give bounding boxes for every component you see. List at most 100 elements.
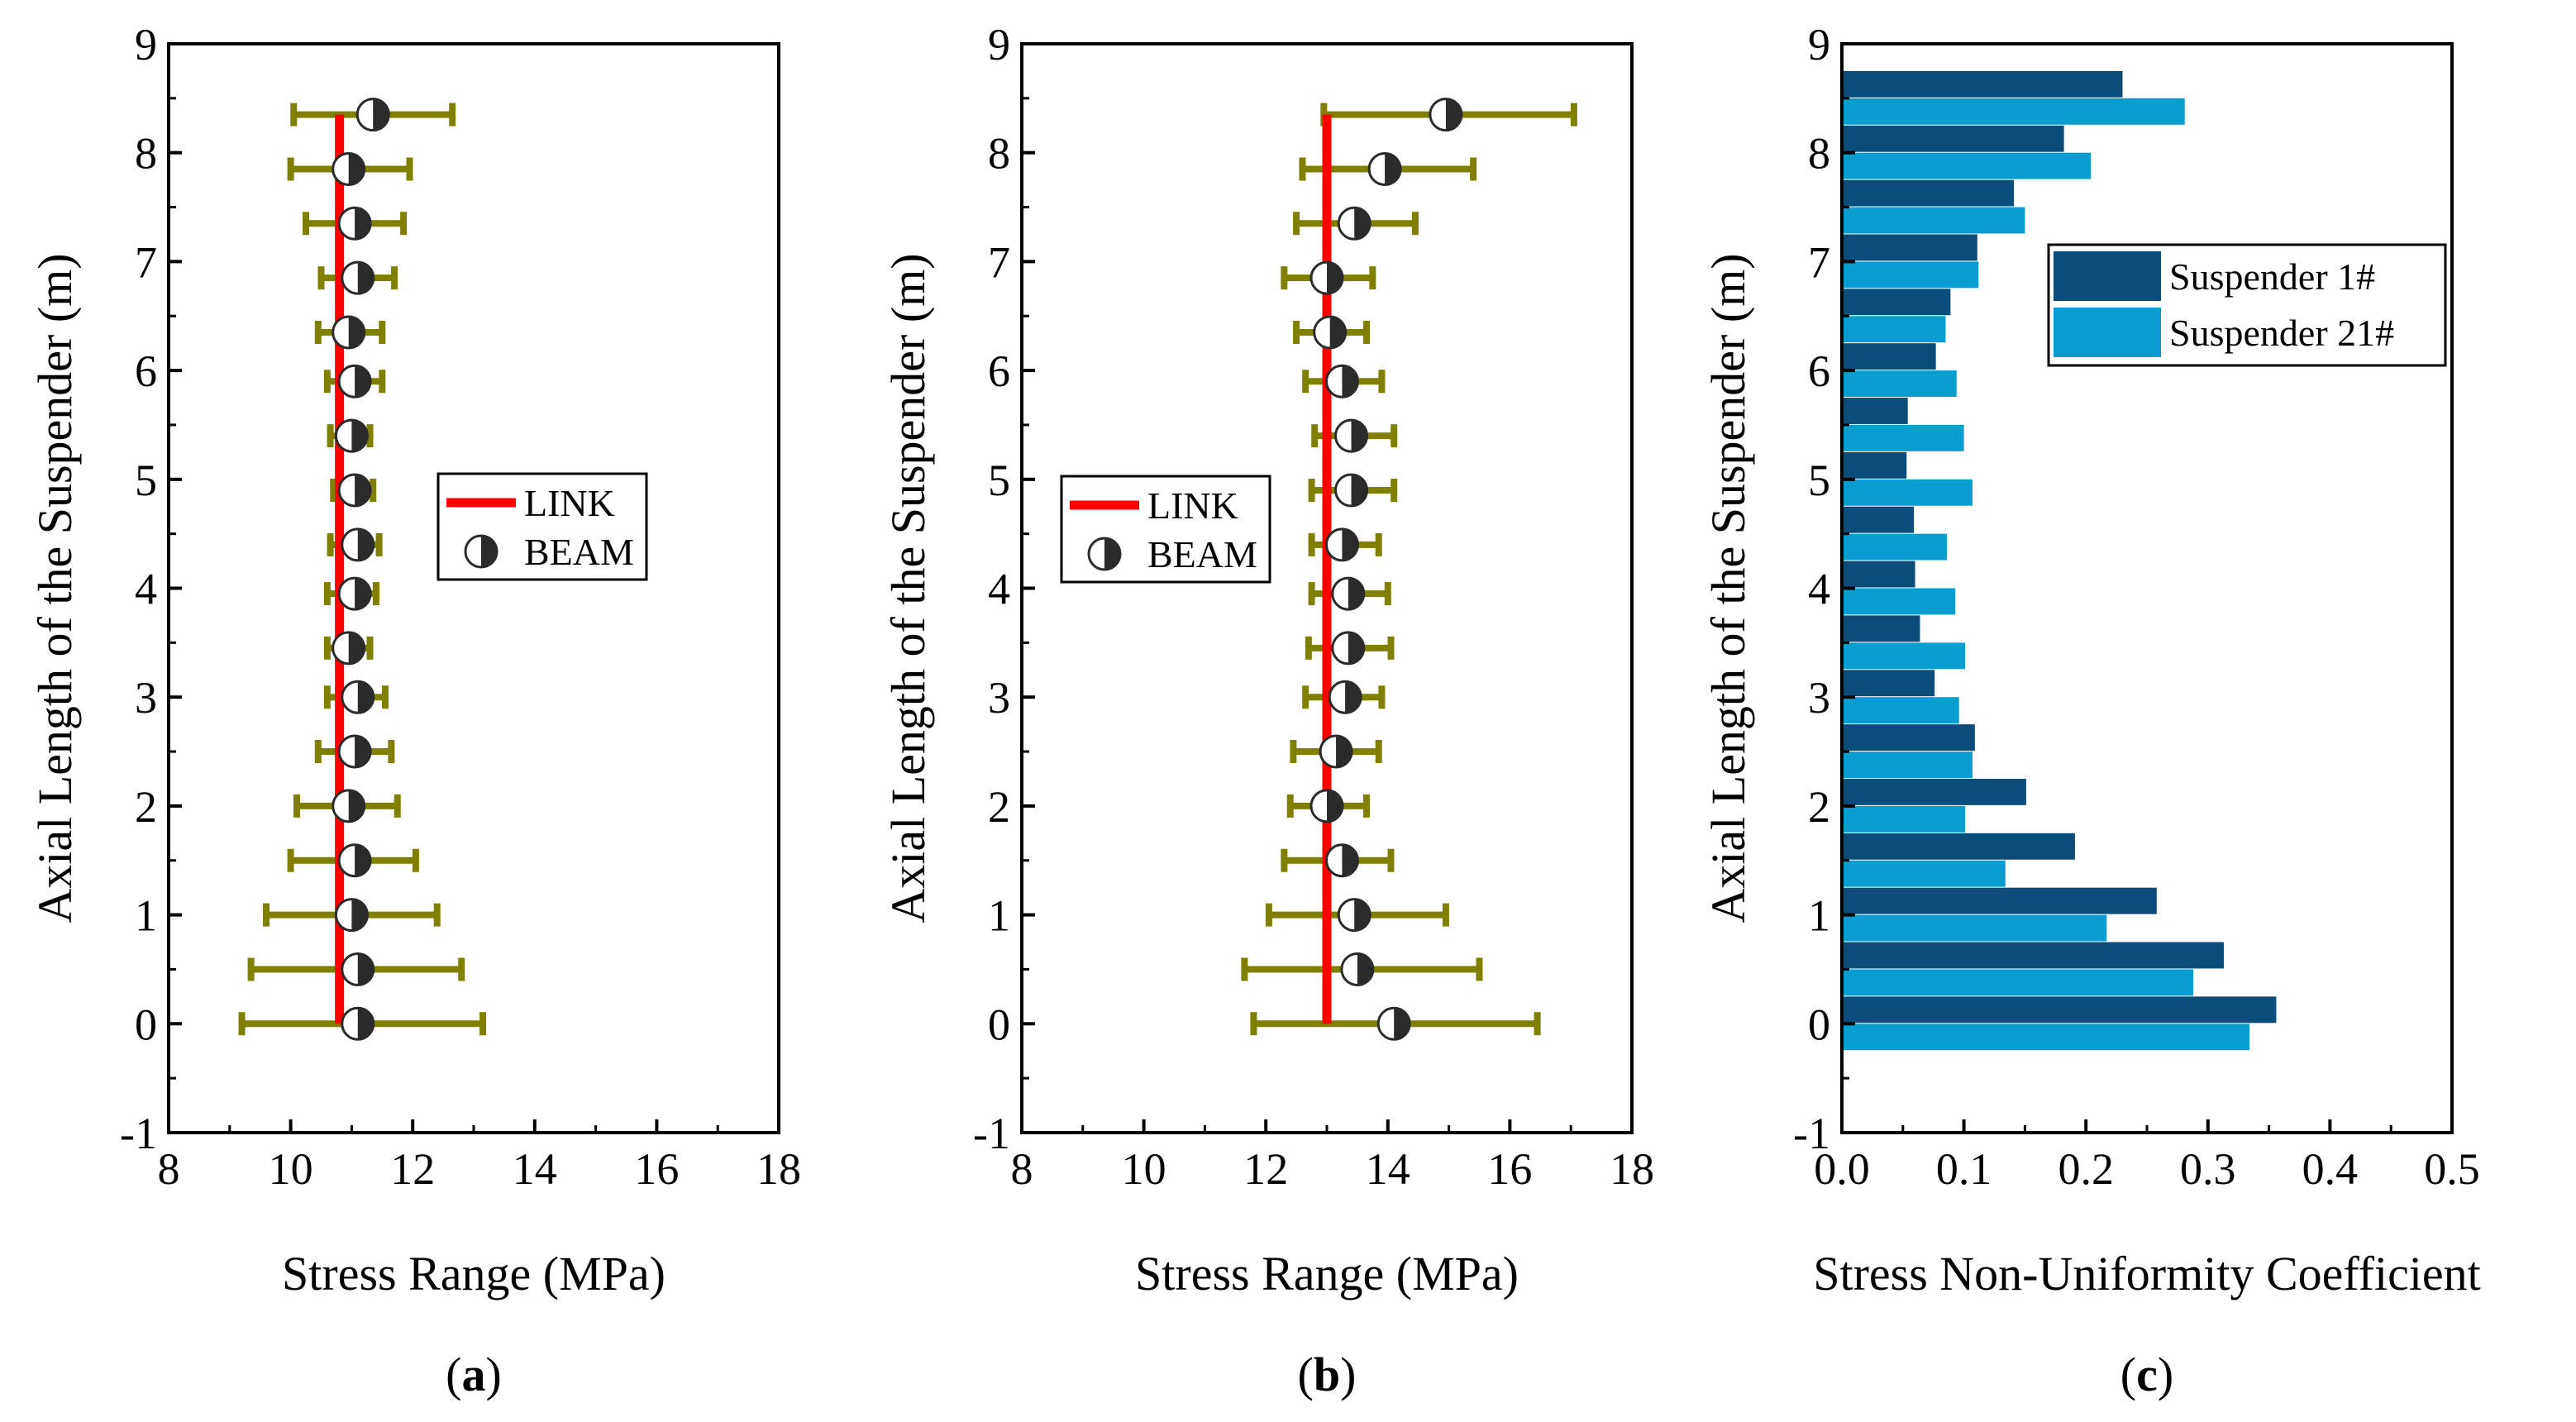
beam-point bbox=[1331, 576, 1366, 611]
panel-caption-close: ) bbox=[2158, 1348, 2173, 1401]
beam-point-half bbox=[1342, 528, 1358, 561]
beam-point bbox=[1340, 952, 1375, 986]
beam-point bbox=[355, 98, 390, 132]
bar-suspender-21 bbox=[1842, 424, 1964, 451]
x-axis-label: Stress Non-Uniformity Coefficient bbox=[1813, 1247, 2481, 1300]
beam-point bbox=[334, 898, 369, 933]
y-tick-label: 3 bbox=[135, 673, 157, 723]
beam-point bbox=[337, 843, 372, 878]
beam-point bbox=[337, 734, 372, 769]
beam-point-half bbox=[348, 153, 365, 185]
y-tick-label: 9 bbox=[988, 20, 1010, 69]
panel-caption-open: ( bbox=[2120, 1348, 2136, 1401]
legend-link-label: LINK bbox=[524, 482, 615, 524]
y-axis-label: Axial Length of the Suspender (m) bbox=[28, 253, 82, 923]
beam-point bbox=[341, 527, 375, 562]
beam-point bbox=[1309, 789, 1344, 823]
bar-suspender-1 bbox=[1842, 670, 1935, 697]
y-tick-label: 8 bbox=[988, 129, 1010, 179]
y-tick-label: -1 bbox=[1793, 1109, 1830, 1158]
bar-suspender-1 bbox=[1842, 234, 1977, 261]
beam-point-half bbox=[351, 899, 368, 931]
y-tick-label: 4 bbox=[135, 565, 157, 614]
beam-point bbox=[1324, 527, 1359, 562]
x-axis-label: Stress Range (MPa) bbox=[1135, 1247, 1519, 1300]
beam-point bbox=[337, 473, 372, 508]
beam-point-half bbox=[355, 736, 371, 768]
x-tick-label: 16 bbox=[634, 1144, 679, 1194]
x-tick-label: 0.3 bbox=[2180, 1144, 2236, 1194]
y-tick-label: 8 bbox=[1808, 129, 1830, 179]
beam-point bbox=[337, 206, 372, 241]
beam-point-half bbox=[1351, 474, 1367, 506]
legend-beam-label: BEAM bbox=[1147, 533, 1257, 575]
beam-point-half bbox=[355, 578, 371, 610]
beam-point-half bbox=[1342, 844, 1358, 876]
bar-suspender-21 bbox=[1842, 370, 1957, 398]
beam-point bbox=[1309, 260, 1344, 295]
beam-point-half bbox=[357, 681, 374, 713]
beam-point-half bbox=[1342, 365, 1358, 398]
beam-point-half bbox=[348, 790, 365, 822]
beam-point-half bbox=[357, 528, 374, 561]
beam-point-half bbox=[1329, 317, 1346, 349]
bar-suspender-21 bbox=[1842, 860, 2006, 887]
beam-point-half bbox=[1354, 899, 1371, 931]
bar-suspender-21 bbox=[1842, 752, 1973, 778]
panel-caption-letter: c bbox=[2136, 1348, 2158, 1401]
bar-suspender-1 bbox=[1842, 343, 1936, 370]
x-tick-label: 14 bbox=[513, 1144, 557, 1194]
panel-caption-letter: a bbox=[462, 1348, 486, 1401]
legend-link-label: LINK bbox=[1147, 484, 1238, 527]
beam-point bbox=[1334, 473, 1369, 508]
beam-point bbox=[332, 315, 366, 350]
y-tick-label: 0 bbox=[135, 1000, 157, 1049]
beam-point bbox=[1429, 98, 1463, 132]
y-tick-label: 4 bbox=[988, 565, 1010, 614]
y-tick-label: 3 bbox=[988, 673, 1010, 723]
y-tick-label: 7 bbox=[135, 237, 157, 287]
beam-point-half bbox=[1351, 420, 1367, 452]
beam-point bbox=[1331, 631, 1366, 666]
bar-suspender-21 bbox=[1842, 479, 1973, 506]
beam-point bbox=[332, 789, 366, 823]
bar-suspender-1 bbox=[1842, 887, 2157, 914]
bar-suspender-21 bbox=[1842, 1024, 2249, 1051]
legend-beam-swatch-half bbox=[481, 536, 497, 567]
bar-suspender-1 bbox=[1842, 506, 1915, 533]
beam-point-half bbox=[357, 1008, 374, 1040]
beam-point bbox=[1324, 843, 1359, 878]
x-tick-label: 12 bbox=[1243, 1144, 1288, 1194]
bar-suspender-1 bbox=[1842, 833, 2075, 860]
y-tick-label: 1 bbox=[988, 891, 1010, 941]
beam-point-half bbox=[1336, 736, 1352, 768]
beam-point-half bbox=[1348, 578, 1364, 610]
panel-caption-open: ( bbox=[1298, 1348, 1314, 1401]
x-tick-label: 14 bbox=[1366, 1144, 1410, 1194]
y-tick-label: 2 bbox=[1808, 782, 1830, 832]
bar-suspender-21 bbox=[1842, 914, 2107, 942]
beam-point bbox=[341, 260, 375, 295]
x-tick-label: 8 bbox=[158, 1144, 180, 1194]
panel-caption: (c) bbox=[2120, 1348, 2173, 1401]
bar-suspender-21 bbox=[1842, 588, 1956, 615]
beam-point-half bbox=[355, 365, 371, 398]
bar-suspender-21 bbox=[1842, 805, 1966, 833]
panel-caption-letter: b bbox=[1314, 1348, 1340, 1401]
panel-caption: (a) bbox=[446, 1348, 502, 1401]
x-tick-label: 10 bbox=[1122, 1144, 1166, 1194]
bar-suspender-21 bbox=[1842, 316, 1946, 343]
beam-point-half bbox=[348, 317, 365, 349]
beam-point-half bbox=[355, 844, 371, 876]
y-tick-label: 5 bbox=[988, 456, 1010, 505]
beam-point bbox=[332, 631, 366, 666]
beam-point bbox=[1319, 734, 1353, 769]
panel-caption: (b) bbox=[1298, 1348, 1357, 1401]
legend-suspender-21-label: Suspender 21# bbox=[2169, 312, 2394, 354]
x-tick-label: 18 bbox=[756, 1144, 801, 1194]
x-tick-label: 18 bbox=[1610, 1144, 1654, 1194]
x-tick-label: 0.0 bbox=[1814, 1144, 1870, 1194]
bar-suspender-21 bbox=[1842, 98, 2185, 125]
y-tick-label: 2 bbox=[135, 782, 157, 832]
beam-point bbox=[1313, 315, 1348, 350]
